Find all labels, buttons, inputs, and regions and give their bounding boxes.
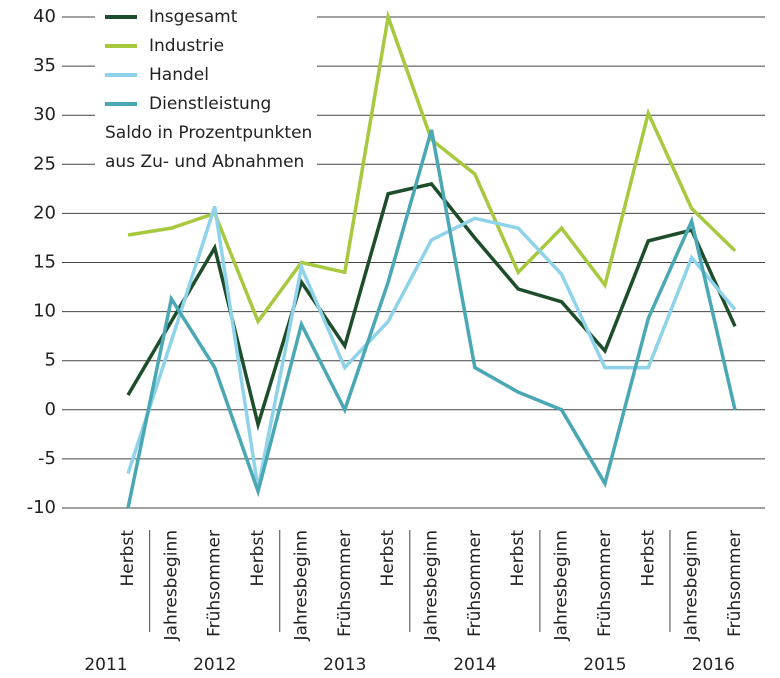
x-tick-label: Herbst bbox=[248, 530, 268, 587]
legend-label: Handel bbox=[149, 65, 209, 85]
x-tick-label: Jahresbeginn bbox=[682, 530, 702, 641]
y-tick-label: 5 bbox=[45, 350, 56, 371]
legend-label: Dienstleistung bbox=[149, 94, 271, 114]
y-tick-label: 30 bbox=[33, 104, 56, 125]
x-tick-label: Frühsommer bbox=[335, 530, 355, 637]
x-tick-label: Herbst bbox=[378, 530, 398, 587]
y-tick-label: 35 bbox=[33, 55, 56, 76]
y-tick-label: 0 bbox=[45, 399, 56, 420]
x-tick-label: Jahresbeginn bbox=[422, 530, 442, 641]
x-tick-label: Herbst bbox=[638, 530, 658, 587]
legend-label: Industrie bbox=[149, 36, 224, 56]
x-tick-label: Jahresbeginn bbox=[552, 530, 572, 641]
x-tick-label: Frühsommer bbox=[595, 530, 615, 637]
y-tick-label: 20 bbox=[33, 202, 56, 223]
x-tick-label: Herbst bbox=[508, 530, 528, 587]
y-tick-label: 25 bbox=[33, 153, 56, 174]
x-group-label: 2011 bbox=[84, 655, 127, 675]
x-group-label: 2016 bbox=[692, 655, 735, 675]
y-tick-label: 10 bbox=[33, 301, 56, 322]
x-group-label: 2012 bbox=[193, 655, 236, 675]
legend-background bbox=[95, 0, 317, 178]
x-group-label: 2013 bbox=[323, 655, 366, 675]
x-group-label: 2014 bbox=[453, 655, 496, 675]
y-tick-label: 15 bbox=[33, 252, 56, 273]
x-tick-label: Jahresbeginn bbox=[291, 530, 311, 641]
y-tick-label: -5 bbox=[38, 448, 56, 469]
legend-label: Insgesamt bbox=[149, 7, 238, 27]
x-tick-label: Herbst bbox=[118, 530, 138, 587]
annotation: aus Zu- und Abnahmen bbox=[105, 152, 304, 172]
annotation: Saldo in Prozentpunkten bbox=[105, 123, 312, 143]
y-tick-label: 40 bbox=[33, 6, 56, 27]
series-line bbox=[127, 10, 737, 325]
x-tick-label: Frühsommer bbox=[725, 530, 745, 637]
x-group-label: 2015 bbox=[583, 655, 626, 675]
x-tick-label: Frühsommer bbox=[205, 530, 225, 637]
series-line bbox=[126, 129, 737, 509]
x-tick-label: Frühsommer bbox=[465, 530, 485, 637]
x-tick-label: Jahresbeginn bbox=[161, 530, 181, 641]
y-tick-label: -10 bbox=[27, 497, 56, 518]
